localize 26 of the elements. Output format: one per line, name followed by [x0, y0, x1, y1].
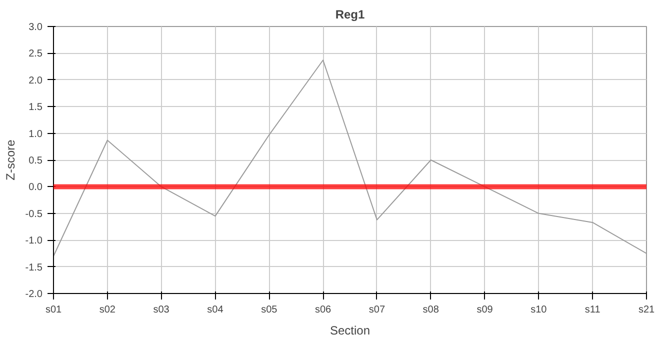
x-tick-label: s02 — [99, 304, 116, 316]
x-tick-label: s10 — [530, 304, 548, 316]
y-tick-label: -1.0 — [25, 236, 43, 247]
y-tick-label: 1.0 — [28, 128, 43, 140]
y-tick-label: -0.5 — [25, 208, 43, 220]
x-tick-label: s11 — [584, 304, 601, 316]
y-tick-label: -2.0 — [25, 289, 43, 300]
x-axis-title: Section — [330, 324, 370, 338]
x-tick-label: s09 — [476, 304, 494, 316]
y-tick-label: 2.0 — [28, 75, 43, 86]
chart-title: Reg1 — [335, 8, 365, 22]
x-tick-label: s05 — [261, 304, 278, 316]
x-tick-label: s01 — [45, 304, 62, 316]
x-tick-label: s08 — [422, 304, 440, 316]
x-tick-label: s04 — [207, 304, 224, 316]
x-tick-label: s21 — [638, 304, 655, 316]
y-tick-label: 0.5 — [28, 156, 43, 166]
x-tick-label: s03 — [153, 304, 170, 316]
y-tick-label: 0.0 — [28, 182, 43, 194]
x-tick-label: s06 — [314, 304, 332, 316]
y-axis-title: Z-score — [3, 139, 18, 180]
y-tick-label: 2.5 — [28, 48, 43, 60]
y-tick-label: -1.5 — [25, 262, 43, 274]
y-tick-label: 3.0 — [28, 22, 43, 33]
x-tick-label: s07 — [368, 304, 386, 316]
y-tick-label: 1.5 — [28, 102, 43, 114]
